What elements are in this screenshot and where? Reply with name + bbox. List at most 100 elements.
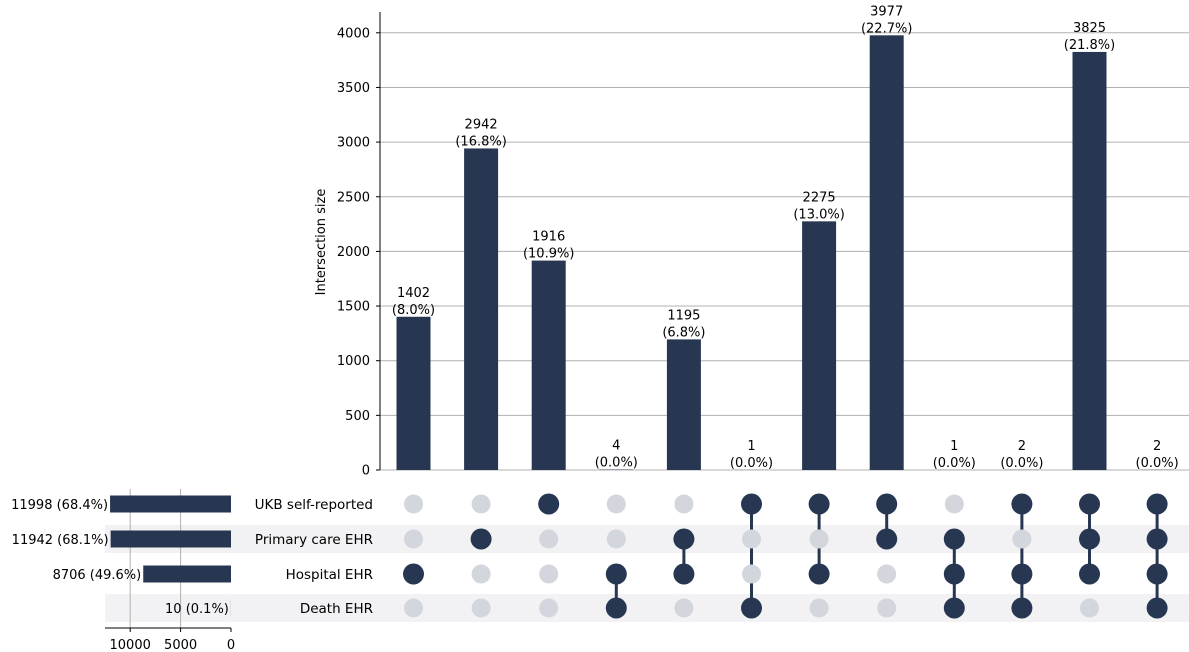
intersection-percent-label: (8.0%) <box>392 303 435 318</box>
membership-dot-active <box>673 563 695 585</box>
y-tick-label: 2500 <box>337 190 370 205</box>
membership-dot-inactive <box>674 494 694 514</box>
set-size-label: 11942 (68.1%) <box>12 533 109 548</box>
membership-dot-inactive <box>1080 598 1099 618</box>
membership-dot-active <box>1011 563 1033 585</box>
intersection-count-label: 2 <box>1018 439 1026 454</box>
membership-dot-active <box>1146 597 1168 619</box>
membership-dot-inactive <box>539 598 559 618</box>
set-size-label: 11998 (68.4%) <box>11 498 108 513</box>
membership-dot-inactive <box>742 529 761 549</box>
membership-dot-inactive <box>674 598 694 618</box>
intersection-percent-label: (13.0%) <box>793 207 844 222</box>
membership-dot-active <box>943 563 965 585</box>
membership-dot-active <box>943 528 965 550</box>
intersection-count-label: 2942 <box>465 117 498 132</box>
intersection-bar <box>802 221 837 470</box>
set-size-chart: 10000 5000 0 11998 (68.4%) 11942 (68.1%) 8706… <box>11 489 235 652</box>
set-names: UKB self-reported Primary care EHR Hospita… <box>255 497 373 617</box>
intersection-count-label: 1 <box>950 439 958 454</box>
set-size-label: 8706 (49.6%) <box>53 568 142 583</box>
set-name-label: Primary care EHR <box>255 532 373 548</box>
y-tick-label: 4000 <box>337 26 370 41</box>
matrix-row-stripes <box>105 525 1189 622</box>
intersection-bar-labels: 1402 (8.0%) 2942 (16.8%) 1916 (10.9%) 4 (0.0%) 1… <box>392 4 1179 471</box>
intersection-bars <box>396 35 1175 471</box>
set-size-bar <box>110 530 231 548</box>
set-size-tick-label: 5000 <box>164 638 197 652</box>
membership-dot-active <box>1079 528 1100 550</box>
membership-dot-inactive <box>539 564 559 584</box>
intersection-percent-label: (0.0%) <box>1000 456 1043 471</box>
y-gridlines <box>380 32 1189 471</box>
y-tick-label: 1000 <box>337 354 370 369</box>
row-stripe <box>105 594 1189 622</box>
membership-dot-inactive <box>471 564 491 584</box>
intersection-bar <box>869 35 904 470</box>
membership-dot-active <box>808 493 830 515</box>
set-size-bar <box>110 495 231 513</box>
set-name-label: Hospital EHR <box>286 567 373 583</box>
y-tick-label: 3500 <box>337 81 370 96</box>
intersection-count-label: 2 <box>1153 439 1161 454</box>
intersection-percent-label: (16.8%) <box>455 134 506 149</box>
intersection-percent-label: (0.0%) <box>933 456 976 471</box>
y-axis-label: Intersection size <box>314 189 329 296</box>
membership-dot-active <box>741 493 762 515</box>
membership-dot-inactive <box>944 494 964 514</box>
intersection-bar <box>396 316 431 470</box>
membership-dot-active <box>876 493 898 515</box>
intersection-bar <box>464 148 499 471</box>
intersection-count-label: 3825 <box>1073 21 1106 36</box>
membership-dot-inactive <box>539 529 559 549</box>
membership-dot-active <box>1079 563 1100 585</box>
membership-dot-active <box>605 563 627 585</box>
intersection-count-label: 4 <box>612 439 620 454</box>
y-tick-label: 1500 <box>337 300 370 315</box>
intersection-bar <box>666 339 701 470</box>
y-tick-label: 2000 <box>337 245 370 260</box>
membership-dot-inactive <box>404 598 423 618</box>
membership-dot-inactive <box>809 529 829 549</box>
membership-dot-active <box>943 597 965 619</box>
membership-dot-active <box>470 528 492 550</box>
intersection-count-label: 1402 <box>397 286 430 301</box>
membership-dot-active <box>1146 493 1168 515</box>
membership-dot-active <box>1079 493 1100 515</box>
row-stripe <box>105 525 1189 553</box>
membership-dot-active <box>403 563 424 585</box>
membership-dot-active <box>1146 528 1168 550</box>
membership-dot-active <box>741 597 762 619</box>
intersection-percent-label: (6.8%) <box>662 325 705 340</box>
membership-dot-inactive <box>471 598 491 618</box>
y-axis: 0 500 1000 1500 2000 2500 3000 3500 4000 <box>337 12 381 479</box>
membership-dot-active <box>876 528 898 550</box>
intersection-percent-label: (0.0%) <box>595 456 638 471</box>
y-tick-label: 500 <box>345 409 370 424</box>
membership-dot-inactive <box>742 564 761 584</box>
membership-matrix <box>403 493 1168 619</box>
set-name-label: Death EHR <box>300 601 373 617</box>
membership-dot-inactive <box>606 494 626 514</box>
membership-dot-active <box>808 563 830 585</box>
membership-dot-inactive <box>471 494 491 514</box>
set-size-bar <box>143 565 231 583</box>
set-size-label: 10 (0.1%) <box>165 602 229 617</box>
intersection-percent-label: (0.0%) <box>730 456 773 471</box>
y-tick-label: 0 <box>362 464 370 479</box>
intersection-bar <box>1072 51 1107 471</box>
membership-dot-active <box>1011 493 1033 515</box>
membership-dot-active <box>1146 563 1168 585</box>
intersection-count-label: 2275 <box>803 190 836 205</box>
membership-dot-inactive <box>809 598 829 618</box>
set-name-label: UKB self-reported <box>255 497 373 513</box>
membership-dot-inactive <box>404 529 423 549</box>
membership-dot-inactive <box>877 564 897 584</box>
y-tick-label: 3000 <box>337 136 370 151</box>
intersection-count-label: 1916 <box>532 230 565 245</box>
membership-dot-inactive <box>404 494 423 514</box>
intersection-bar <box>531 260 566 470</box>
membership-dot-active <box>1011 597 1033 619</box>
intersection-percent-label: (22.7%) <box>861 21 912 36</box>
